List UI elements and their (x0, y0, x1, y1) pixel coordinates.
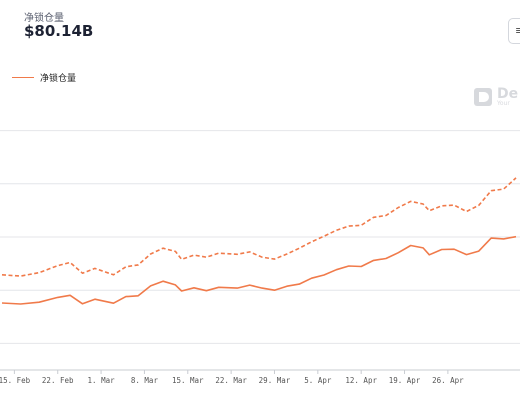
watermark-tagline: Your (497, 100, 510, 107)
watermark-logo-icon (474, 88, 492, 106)
grid-lines (0, 130, 520, 344)
legend-label: 净锁仓量 (40, 74, 77, 84)
watermark: De Your (472, 86, 518, 108)
metric-value: $80.14B (24, 22, 94, 40)
x-tick-label: 26. Apr (432, 376, 464, 385)
x-tick-label: 29. Mar (259, 376, 291, 385)
x-tick-label: 8. Mar (131, 376, 159, 385)
series-lines (1, 177, 517, 305)
x-tick-label: 22. Mar (215, 376, 247, 385)
x-tick-label: 1. Mar (88, 376, 116, 385)
watermark-name: De (497, 86, 519, 102)
x-tick-label: 22. Feb (42, 376, 74, 385)
metric-label: 净锁仓量 (24, 13, 64, 24)
x-tick-label: 15. Feb (0, 376, 31, 385)
series-line-dashed (1, 177, 517, 277)
series-line-solid (1, 235, 517, 305)
chart-menu-button[interactable]: ≡ (508, 18, 520, 44)
legend-swatch (12, 77, 34, 78)
x-axis: 15. Feb 22. Feb 1. Mar 8. Mar 15. Mar 22. Mar… (0, 369, 520, 385)
x-tick-label: 12. Apr (345, 376, 377, 385)
chart-legend[interactable]: 净锁仓量 (12, 71, 76, 84)
x-tick-label: 5. Apr (304, 376, 332, 385)
x-tick-label: 19. Apr (389, 376, 421, 385)
x-tick-label: 15. Mar (172, 376, 204, 385)
